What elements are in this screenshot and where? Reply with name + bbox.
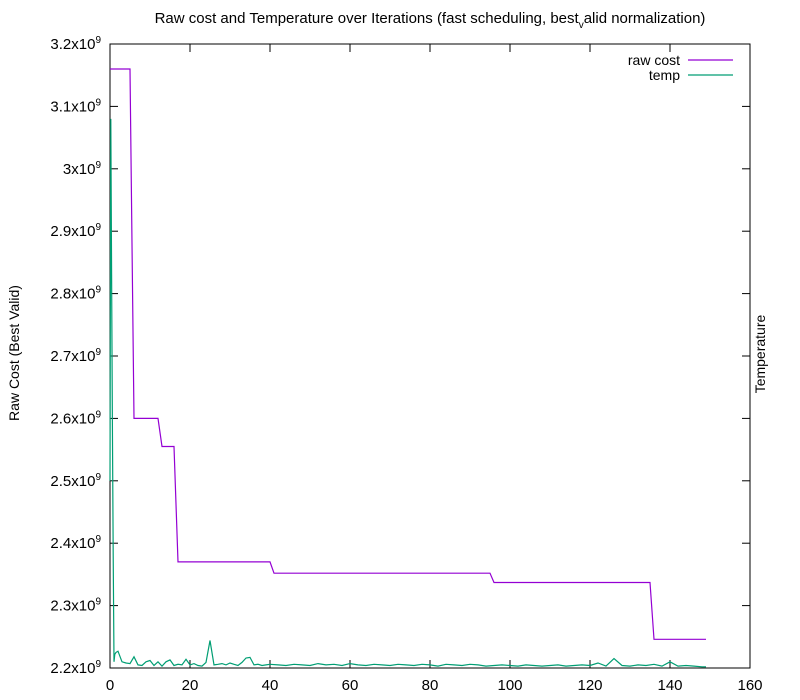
plot-frame (109, 43, 751, 669)
chart-title: Raw cost and Temperature over Iterations… (0, 10, 800, 31)
chart-title-subscript: v (578, 20, 584, 31)
x-tick-label: 0 (106, 677, 114, 694)
y-tick-label: 3.2x109 (50, 35, 101, 53)
y-tick-label: 2.3x109 (50, 597, 101, 615)
axis-ticks: 2.2x109 2.3x109 2.4x109 2.5x109 2.6x109 2.7x1… (50, 35, 762, 694)
series-line-raw-cost (110, 68, 706, 640)
y-tick-label: 2.6x109 (50, 409, 101, 427)
y-tick-label: 2.2x109 (50, 659, 101, 677)
x-tick-label: 160 (737, 677, 762, 694)
x-tick-label: 140 (657, 677, 682, 694)
x-tick-label: 40 (262, 677, 279, 694)
y-tick-label: 2.4x109 (50, 534, 101, 552)
y-tick-label: 2.9x109 (50, 222, 101, 240)
legend-label: raw cost (628, 52, 680, 68)
x-tick-label: 20 (182, 677, 199, 694)
chart-title-rest: alid normalization) (583, 10, 706, 27)
series-group (109, 68, 706, 668)
y-tick-label: 2.8x109 (50, 285, 101, 303)
y-tick-label: 3.1x109 (50, 97, 101, 115)
y-tick-label: 3x109 (63, 160, 102, 178)
legend-label: temp (649, 67, 680, 83)
x-tick-label: 120 (577, 677, 602, 694)
x-tick-label: 60 (342, 677, 359, 694)
x-tick-label: 100 (497, 677, 522, 694)
y-tick-label: 2.5x109 (50, 472, 101, 490)
chart-title-main: Raw cost and Temperature over Iterations… (154, 10, 579, 27)
y-tick-label: 2.7x109 (50, 347, 101, 365)
series-line-temp (109, 118, 706, 668)
x-tick-label: 80 (422, 677, 439, 694)
